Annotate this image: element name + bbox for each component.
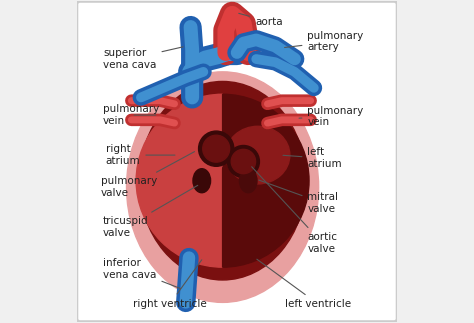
Text: right ventricle: right ventricle <box>133 260 207 309</box>
Text: pulmonary
artery: pulmonary artery <box>284 31 364 52</box>
Text: superior
vena cava: superior vena cava <box>103 47 183 70</box>
Circle shape <box>231 149 255 174</box>
Ellipse shape <box>154 123 224 187</box>
Circle shape <box>199 131 234 166</box>
Text: mitral
valve: mitral valve <box>259 180 338 214</box>
Ellipse shape <box>226 126 290 184</box>
Text: pulmonary
valve: pulmonary valve <box>101 151 194 198</box>
Wedge shape <box>223 94 309 267</box>
Text: left ventricle: left ventricle <box>257 259 351 309</box>
Text: right
atrium: right atrium <box>106 144 175 166</box>
FancyBboxPatch shape <box>77 1 397 322</box>
Text: aortic
valve: aortic valve <box>252 167 337 254</box>
Text: pulmonary
vein: pulmonary vein <box>299 106 364 128</box>
Ellipse shape <box>193 169 210 193</box>
Circle shape <box>203 135 229 162</box>
Circle shape <box>228 145 259 178</box>
Wedge shape <box>136 94 223 267</box>
Ellipse shape <box>127 72 319 302</box>
Ellipse shape <box>139 81 306 280</box>
Text: left
atrium: left atrium <box>283 148 342 169</box>
Ellipse shape <box>239 169 257 193</box>
Text: inferior
vena cava: inferior vena cava <box>103 258 181 288</box>
Text: tricuspid
valve: tricuspid valve <box>103 185 198 238</box>
Text: pulmonary
vein: pulmonary vein <box>103 104 159 126</box>
Text: aorta: aorta <box>239 13 283 26</box>
